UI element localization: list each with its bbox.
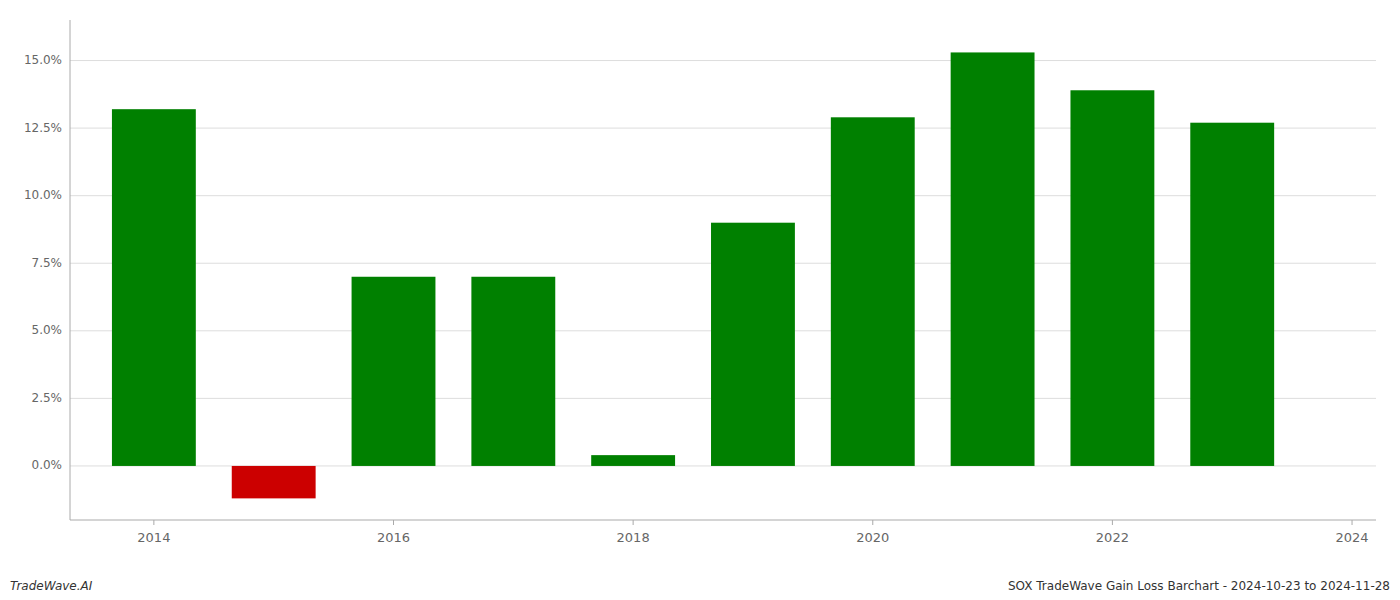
x-axis: 2014 2016 2018 2020 2022 2024 bbox=[137, 520, 1368, 545]
chart-container: 0.0%2.5%5.0%7.5%10.0%12.5%15.0%201420162… bbox=[0, 0, 1400, 600]
bar bbox=[232, 466, 316, 498]
chart-svg: 0.0%2.5%5.0%7.5%10.0%12.5%15.0%201420162… bbox=[0, 0, 1400, 600]
bar bbox=[831, 117, 915, 466]
x-tick bbox=[872, 520, 873, 525]
x-tick bbox=[1352, 520, 1353, 525]
y-axis: 0.0% 2.5% 5.0% 7.5% 10.0% 12.5% 15.0% bbox=[24, 53, 62, 472]
y-axis-line bbox=[70, 20, 71, 520]
grid bbox=[70, 61, 1376, 466]
x-tick bbox=[393, 520, 394, 525]
x-tick-label: 2018 bbox=[617, 530, 650, 545]
x-tick-label: 2024 bbox=[1335, 530, 1368, 545]
bar bbox=[591, 455, 675, 466]
y-tick-label: 0.0% bbox=[32, 458, 63, 472]
y-tick-label: 7.5% bbox=[32, 256, 63, 270]
bar bbox=[352, 277, 436, 466]
grid-line bbox=[70, 128, 1376, 129]
y-tick-label: 5.0% bbox=[32, 323, 63, 337]
bar bbox=[951, 52, 1035, 466]
y-tick-label: 10.0% bbox=[24, 188, 62, 202]
bar bbox=[471, 277, 555, 466]
grid-line bbox=[70, 195, 1376, 196]
x-tick bbox=[1112, 520, 1113, 525]
y-tick-label: 12.5% bbox=[24, 121, 62, 135]
bars bbox=[112, 52, 1274, 498]
bar bbox=[711, 223, 795, 466]
bar bbox=[1070, 90, 1154, 466]
footer-text: TradeWave.AI bbox=[10, 579, 93, 593]
x-tick-label: 2022 bbox=[1096, 530, 1129, 545]
footer: TradeWave.AI SOX TradeWave Gain Loss Barc… bbox=[10, 579, 1390, 593]
x-tick bbox=[153, 520, 154, 525]
y-tick-label: 2.5% bbox=[32, 391, 63, 405]
footer-text: SOX TradeWave Gain Loss Barchart - 2024-… bbox=[1008, 579, 1390, 593]
x-tick-label: 2020 bbox=[856, 530, 889, 545]
y-tick-label: 15.0% bbox=[24, 53, 62, 67]
bar bbox=[1190, 123, 1274, 466]
x-tick bbox=[633, 520, 634, 525]
x-tick-label: 2016 bbox=[377, 530, 410, 545]
x-tick-label: 2014 bbox=[137, 530, 170, 545]
bar bbox=[112, 109, 196, 466]
x-axis-line bbox=[70, 520, 1376, 521]
grid-line bbox=[70, 60, 1376, 61]
